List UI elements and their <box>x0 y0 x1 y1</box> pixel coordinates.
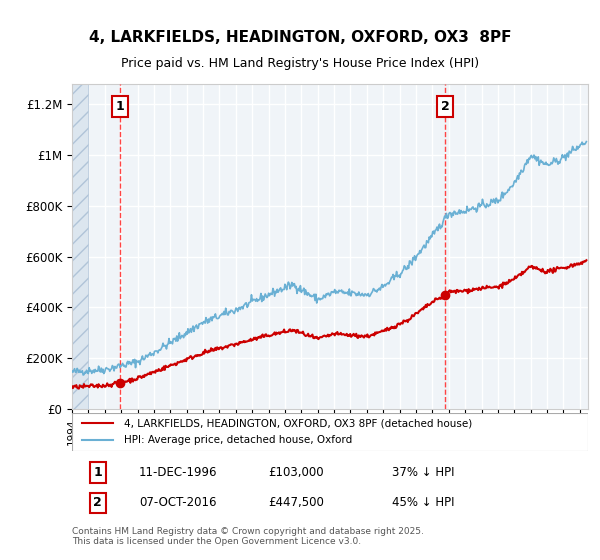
Text: 4, LARKFIELDS, HEADINGTON, OXFORD, OX3  8PF: 4, LARKFIELDS, HEADINGTON, OXFORD, OX3 8… <box>89 30 511 45</box>
Text: 2: 2 <box>440 100 449 113</box>
Text: 11-DEC-1996: 11-DEC-1996 <box>139 466 218 479</box>
Text: 4, LARKFIELDS, HEADINGTON, OXFORD, OX3 8PF (detached house): 4, LARKFIELDS, HEADINGTON, OXFORD, OX3 8… <box>124 418 472 428</box>
Text: 37% ↓ HPI: 37% ↓ HPI <box>392 466 454 479</box>
Text: Price paid vs. HM Land Registry's House Price Index (HPI): Price paid vs. HM Land Registry's House … <box>121 57 479 70</box>
Text: 2: 2 <box>94 496 102 509</box>
Text: 07-OCT-2016: 07-OCT-2016 <box>139 496 217 509</box>
FancyBboxPatch shape <box>72 413 588 451</box>
Bar <box>72 84 88 409</box>
Text: 1: 1 <box>94 466 102 479</box>
Text: 45% ↓ HPI: 45% ↓ HPI <box>392 496 454 509</box>
Text: £447,500: £447,500 <box>268 496 324 509</box>
Text: Contains HM Land Registry data © Crown copyright and database right 2025.
This d: Contains HM Land Registry data © Crown c… <box>72 526 424 546</box>
Text: HPI: Average price, detached house, Oxford: HPI: Average price, detached house, Oxfo… <box>124 435 352 445</box>
Text: 1: 1 <box>116 100 125 113</box>
Text: £103,000: £103,000 <box>268 466 324 479</box>
